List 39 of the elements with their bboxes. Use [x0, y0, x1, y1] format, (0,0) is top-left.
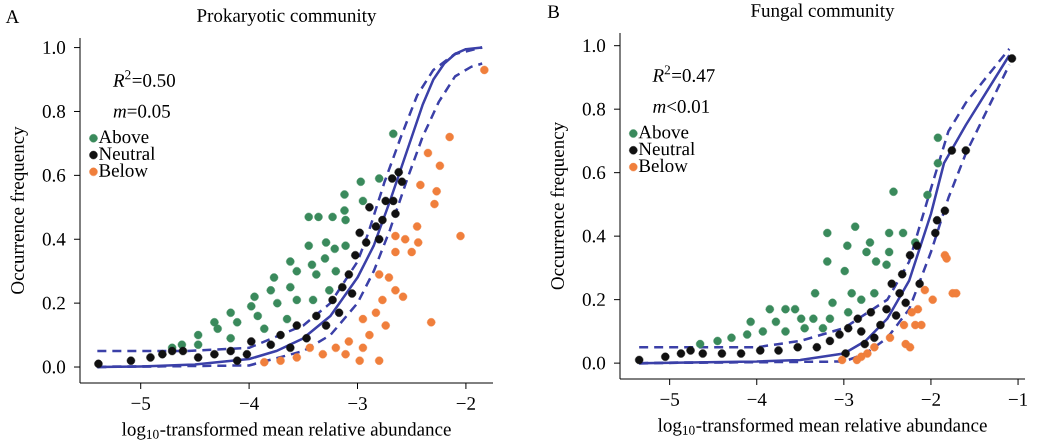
text: B [547, 5, 559, 18]
y-tick-label: 0.6 [42, 168, 66, 182]
y-tick-label: 0.8 [42, 105, 66, 118]
x-tick-label: −2 [456, 397, 475, 410]
annotation: m=0.05 [113, 104, 170, 118]
legend-label: Above [98, 129, 149, 144]
x-tick-label: −5 [131, 397, 151, 410]
x-tick-label: −2 [921, 393, 941, 406]
legend-label: Neutral [638, 141, 695, 156]
x-tick-label: −5 [660, 393, 680, 406]
text: A [5, 10, 20, 23]
y-tick-label: 0.2 [42, 296, 65, 310]
y-tick-label: 0.6 [582, 166, 606, 180]
y-tick-label: 0.0 [42, 360, 66, 374]
x-tick-label: −3 [834, 393, 854, 406]
x-tick-label: −3 [348, 397, 367, 410]
chart-title: Prokaryotic community [197, 8, 377, 26]
chart-title: Fungal community [751, 3, 895, 21]
annotation: R$^{2}$=0.47 [652, 65, 715, 82]
legend-label: Neutral [99, 146, 156, 161]
x-tick-label: −4 [239, 397, 259, 410]
legend-label: Below [638, 158, 688, 173]
y-tick-label: 0.0 [582, 356, 606, 370]
y-tick-label: 1.0 [43, 41, 66, 55]
y-tick-label: 0.4 [582, 229, 606, 243]
y-tick-label: 1.0 [583, 39, 606, 53]
x-axis-title: log$_{10}$-transformed mean relative abundance [121, 422, 451, 440]
y-tick-label: 0.2 [582, 293, 605, 307]
y-tick-label: 0.8 [582, 102, 606, 116]
x-tick-label: −1 [1008, 393, 1028, 406]
y-axis-title: Occurrence frequency [550, 121, 568, 290]
x-axis-title: log$_{10}$-transformed mean relative abundance [657, 418, 987, 436]
legend-label: Below [99, 163, 148, 177]
y-tick-label: 0.4 [42, 232, 66, 246]
legend-label: Above [638, 125, 689, 139]
annotation: m<0.01 [653, 100, 710, 113]
annotation: R$^{2}$=0.50 [112, 70, 175, 87]
y-axis-title: Occurrence frequency [10, 126, 28, 294]
x-tick-label: −4 [747, 393, 767, 406]
